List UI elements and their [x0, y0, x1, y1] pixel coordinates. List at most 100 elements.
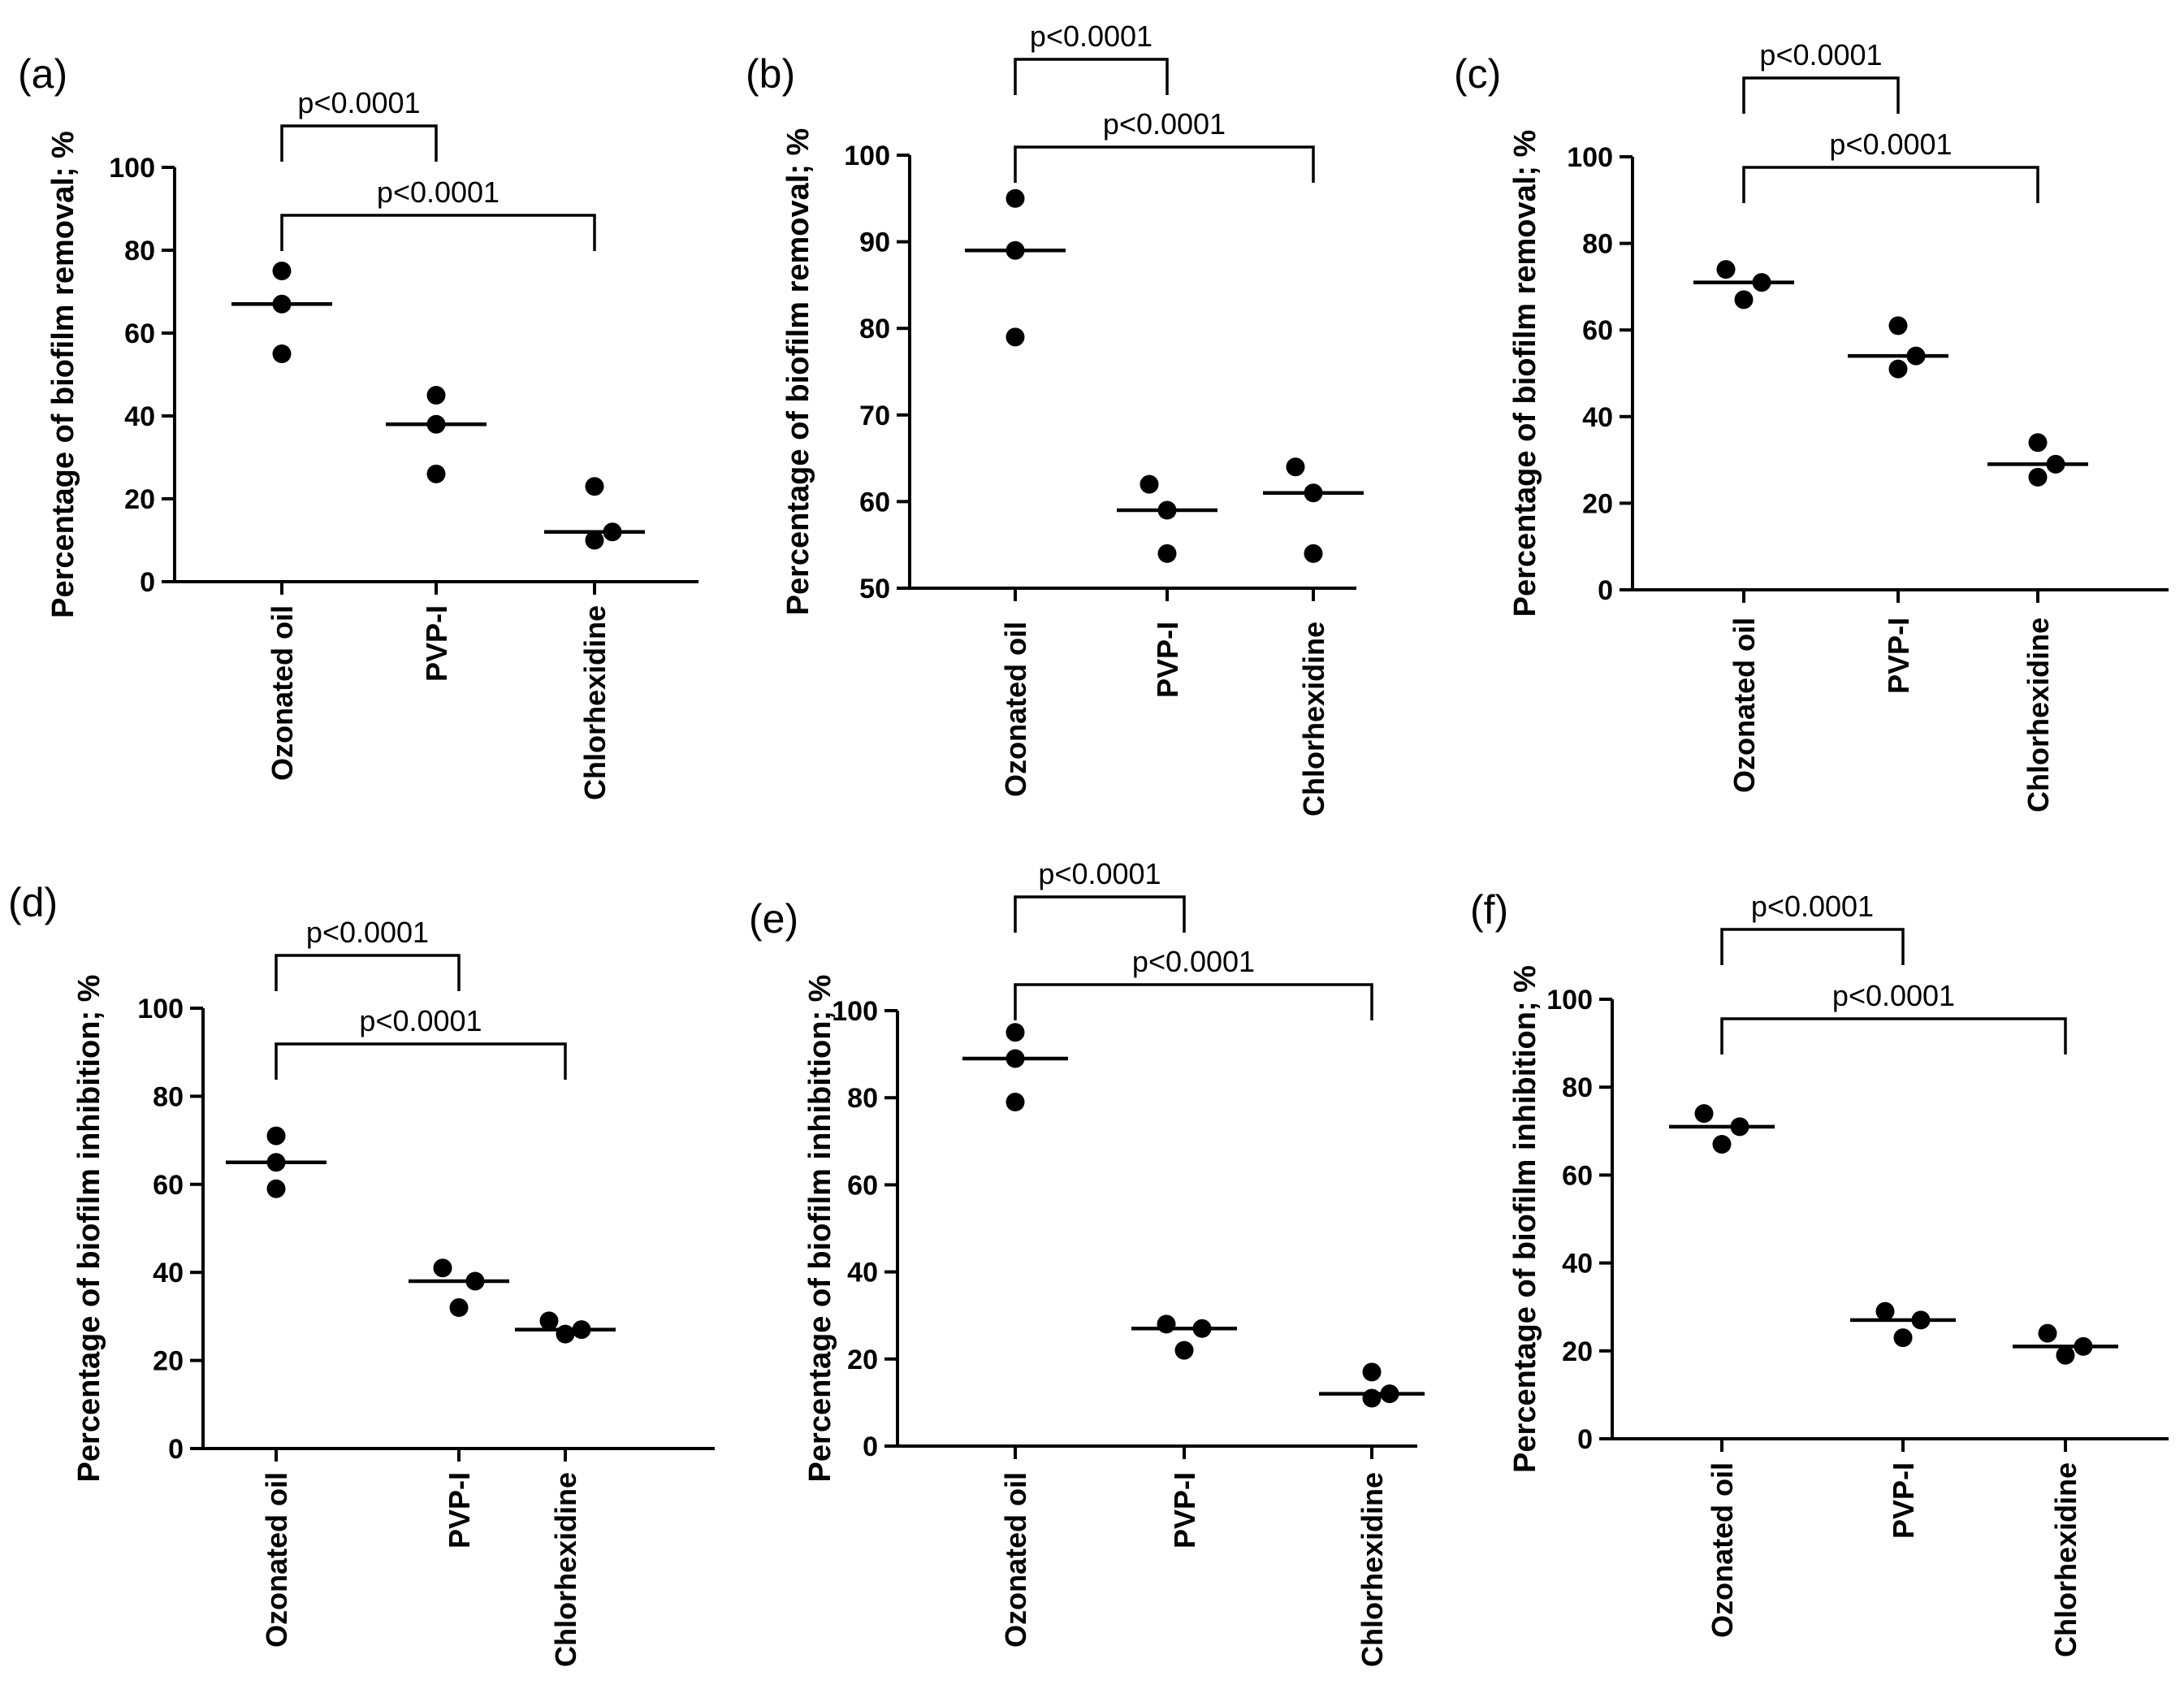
data-point [1694, 1104, 1714, 1124]
data-point [1911, 1310, 1931, 1330]
panel-letter: (b) [746, 51, 795, 97]
significance-bracket [1720, 1017, 2067, 1055]
data-point [1006, 1093, 1025, 1112]
significance-bracket [275, 954, 461, 991]
data-point [266, 1179, 286, 1198]
y-tick-label: 0 [1598, 575, 1613, 606]
y-axis-label: Percentage of biofilm inhibition; % [803, 975, 837, 1483]
data-point [1888, 359, 1908, 379]
y-axis-label: Percentage of biofilm inhibition; % [72, 975, 106, 1483]
chart-panel-b: (b) Percentage of biofilm removal; % 50 60 7… [746, 19, 1364, 816]
data-point [1006, 240, 1025, 260]
y-tick-label: 20 [1582, 488, 1613, 519]
data-point [272, 344, 292, 363]
p-value-label: p<0.0001 [1829, 128, 1952, 161]
data-point [603, 522, 622, 542]
data-point [266, 1153, 286, 1172]
panel-letter: (e) [749, 896, 798, 942]
data-point [1157, 1314, 1176, 1334]
data-point [1362, 1362, 1382, 1382]
y-tick-label: 20 [153, 1346, 184, 1377]
data-point [1752, 273, 1771, 292]
y-tick-label: 40 [847, 1258, 878, 1288]
y-tick-label: 60 [847, 1170, 878, 1201]
y-tick-label: 60 [1582, 315, 1613, 346]
y-tick-label: 0 [863, 1431, 878, 1462]
significance-bracket [1742, 76, 1900, 114]
data-point [1380, 1384, 1399, 1404]
data-point [1888, 316, 1908, 336]
data-point [426, 464, 446, 483]
data-point [1006, 1023, 1025, 1042]
y-tick-label: 50 [859, 574, 890, 604]
x-tick-label: Ozonated oil [266, 605, 299, 781]
panel-letter: (c) [1454, 51, 1501, 97]
y-tick-label: 80 [124, 236, 155, 266]
significance-bracket [275, 1042, 567, 1080]
data-point [1304, 483, 1323, 503]
y-tick-label: 80 [153, 1081, 184, 1112]
significance-bracket [280, 214, 596, 251]
y-tick-label: 100 [1567, 142, 1613, 173]
data-point [572, 1320, 591, 1340]
y-tick-label: 20 [1562, 1336, 1593, 1367]
data-point [1304, 544, 1323, 563]
y-tick-label: 20 [847, 1345, 878, 1375]
y-tick-label: 90 [859, 227, 890, 258]
data-point [1906, 346, 1926, 366]
panel-letter: (f) [1470, 887, 1508, 933]
y-tick-label: 0 [168, 1434, 184, 1465]
x-tick-label: Chlorhexidine [2049, 1462, 2082, 1657]
y-tick-label: 80 [847, 1083, 878, 1114]
p-value-label: p<0.0001 [1832, 979, 1955, 1012]
data-point [1157, 500, 1177, 520]
y-tick-label: 80 [1562, 1072, 1593, 1103]
data-point [433, 1258, 452, 1278]
y-tick-label: 60 [1562, 1160, 1593, 1191]
x-tick-label: PVP-I [1887, 1462, 1920, 1539]
x-tick-label: PVP-I [443, 1472, 476, 1548]
y-tick-label: 100 [109, 153, 155, 184]
data-point [2074, 1336, 2093, 1356]
x-tick-label: PVP-I [1168, 1472, 1201, 1548]
data-point [2028, 433, 2048, 453]
x-tick-label: Ozonated oil [1706, 1462, 1739, 1638]
data-point [585, 531, 604, 550]
y-tick-label: 100 [844, 141, 890, 171]
y-tick-label: 40 [124, 401, 155, 432]
y-tick-label: 100 [1546, 985, 1593, 1016]
chart-panel-c: (c)Percentage of biofilm removal; % 0 20 40… [1454, 38, 2169, 812]
data-point [1006, 188, 1025, 208]
y-tick-label: 100 [137, 994, 184, 1024]
p-value-label: p<0.0001 [1038, 857, 1161, 890]
x-tick-label: Ozonated oil [999, 1472, 1032, 1648]
p-value-label: p<0.0001 [1103, 107, 1226, 141]
data-point [1875, 1301, 1895, 1321]
data-point [272, 262, 292, 280]
significance-bracket [1720, 928, 1905, 965]
x-tick-label: Chlorhexidine [1297, 621, 1330, 816]
p-value-label: p<0.0001 [359, 1004, 482, 1037]
data-point [449, 1298, 469, 1318]
x-tick-label: Chlorhexidine [2022, 617, 2055, 812]
data-point [1006, 327, 1025, 347]
y-tick-label: 40 [153, 1258, 184, 1288]
y-tick-label: 60 [153, 1170, 184, 1201]
p-value-label: p<0.0001 [377, 175, 500, 209]
significance-bracket [280, 124, 438, 162]
x-tick-label: PVP-I [1151, 621, 1184, 698]
data-point [2056, 1345, 2075, 1365]
data-point [426, 386, 446, 405]
significance-bracket [1014, 983, 1373, 1020]
y-axis-label: Percentage of biofilm inhibition; % [1508, 965, 1542, 1473]
significance-bracket [1742, 166, 2039, 203]
data-point [556, 1324, 575, 1344]
data-point [585, 477, 604, 496]
x-tick-label: Chlorhexidine [1356, 1472, 1389, 1667]
data-point [1362, 1388, 1382, 1408]
data-point [2028, 467, 2048, 487]
data-point [1174, 1340, 1194, 1360]
y-tick-label: 60 [859, 487, 890, 518]
data-point [426, 414, 446, 434]
